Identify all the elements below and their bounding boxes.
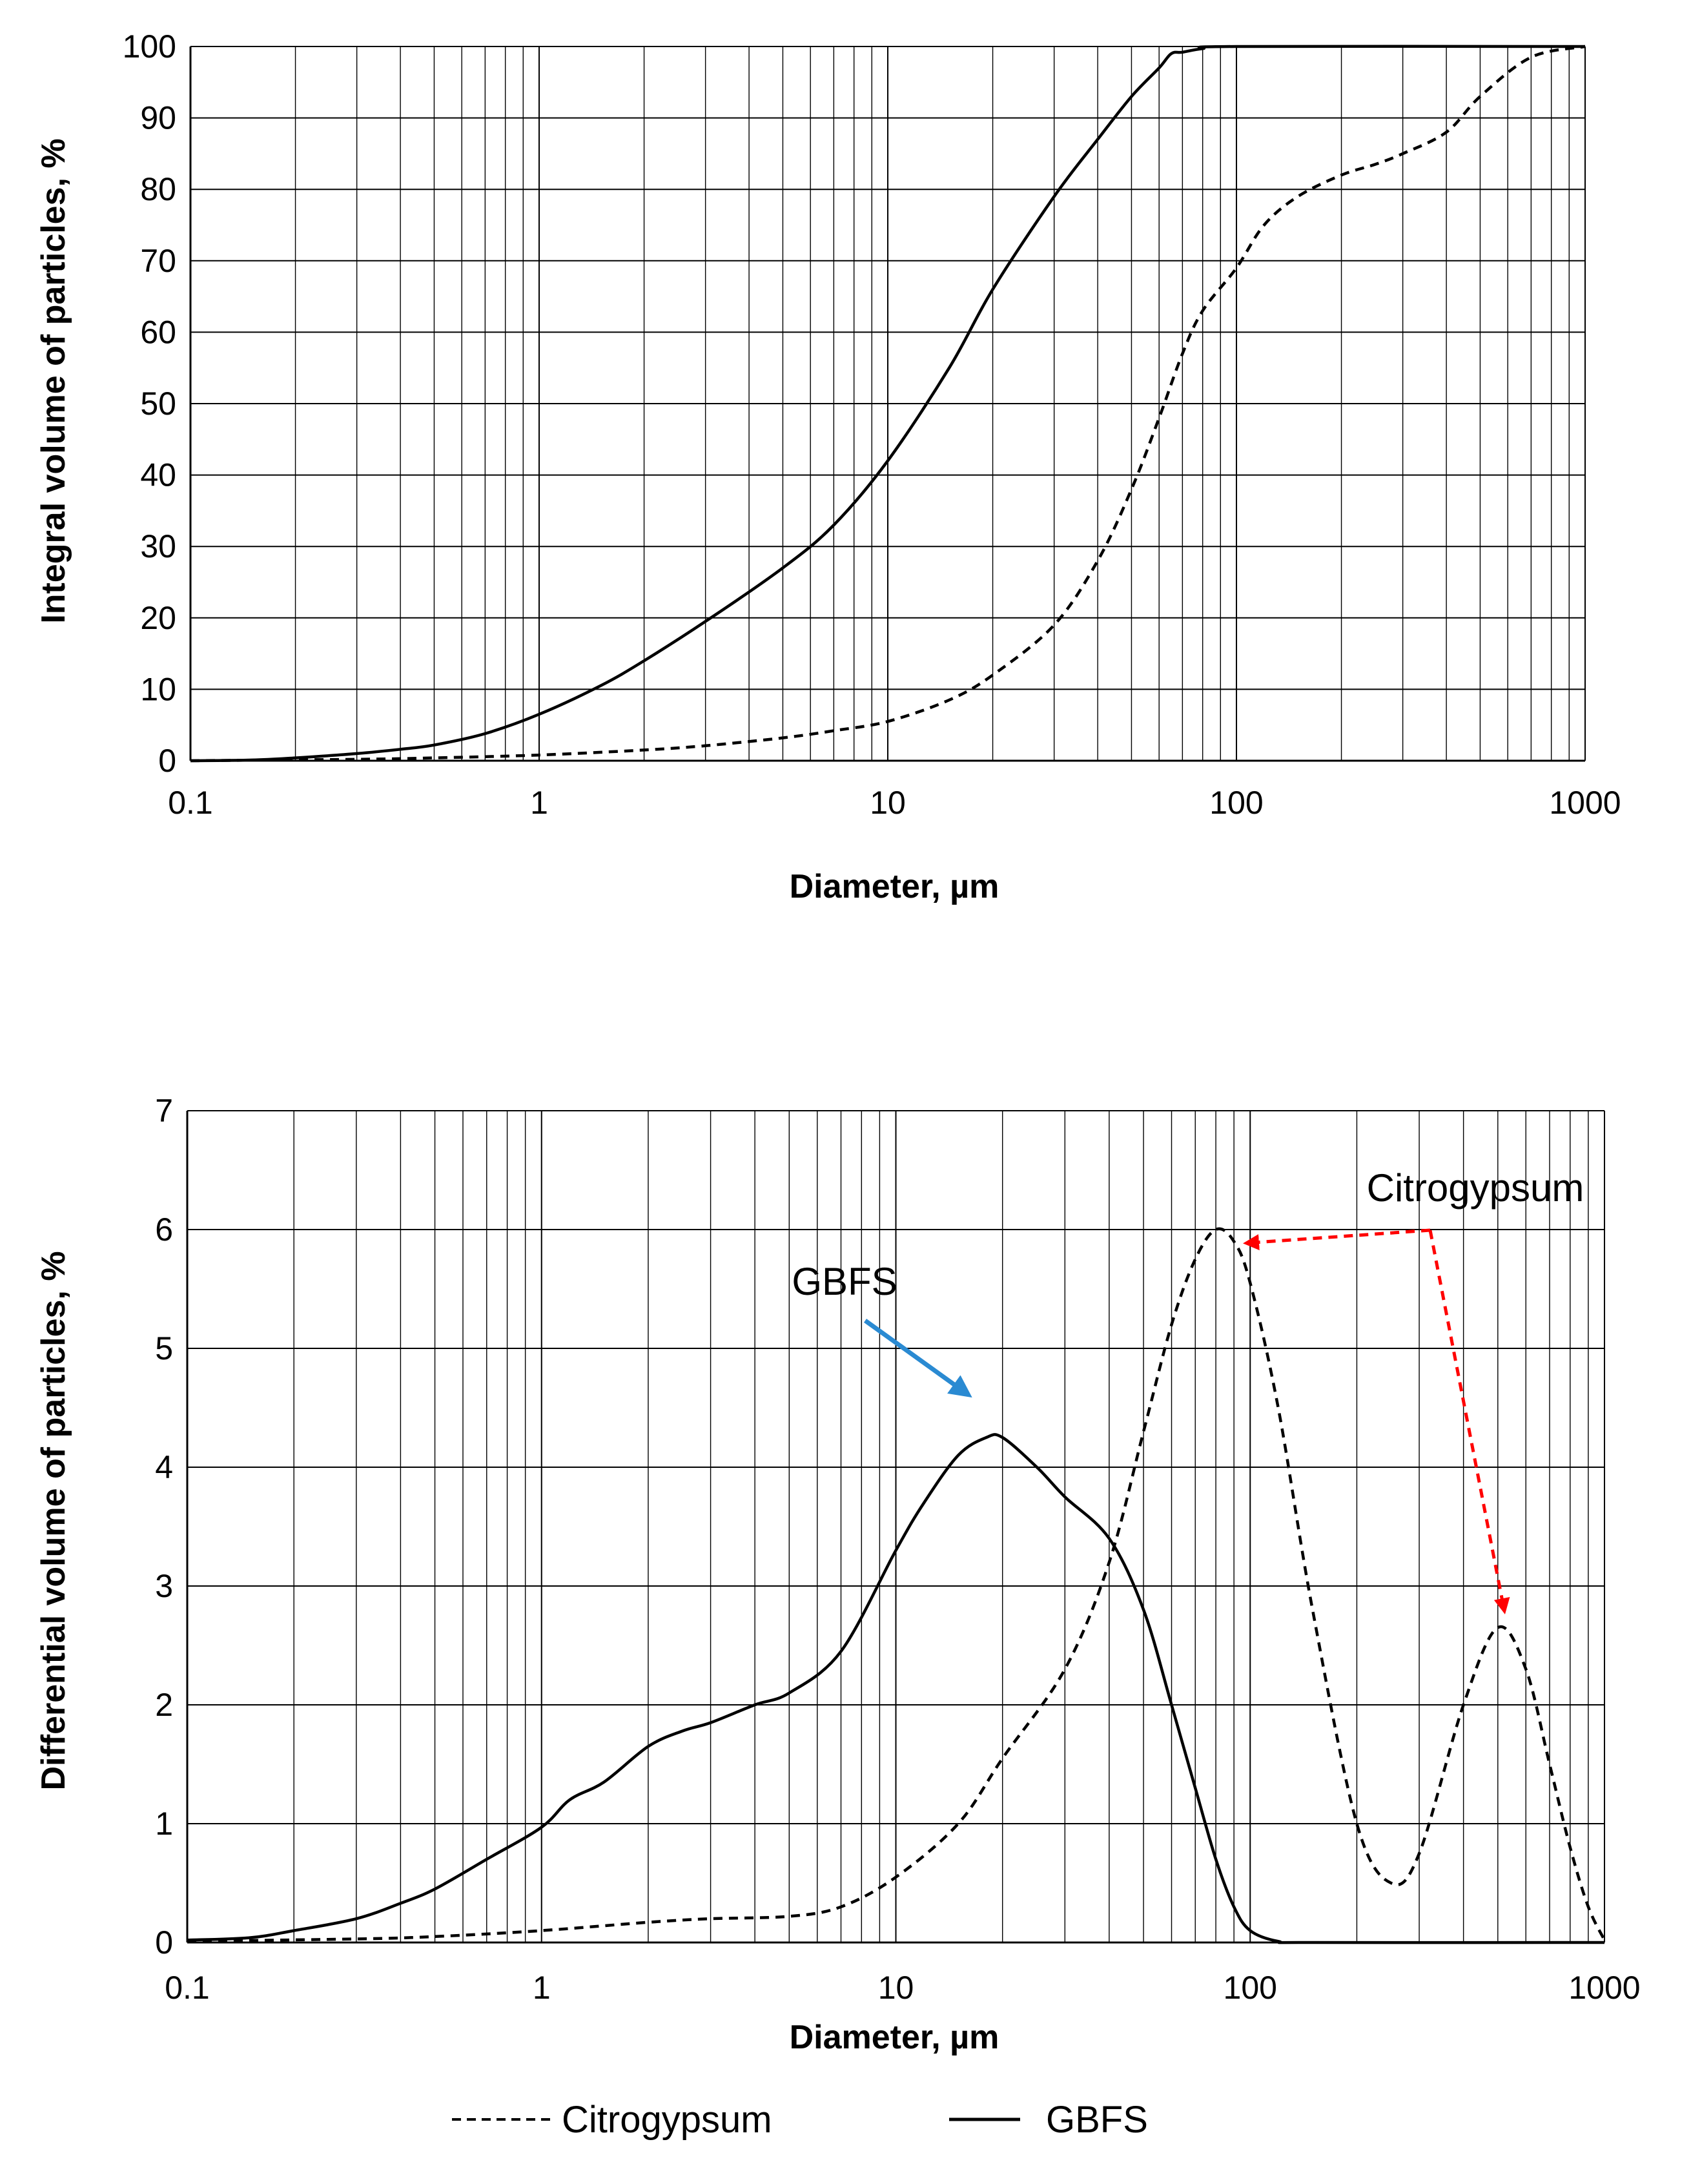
y-tick-label: 60	[140, 314, 176, 350]
legend-citrogypsum-label: Citrogypsum	[562, 2099, 772, 2141]
citrogypsum-annotation-arrow-peak1	[1243, 1228, 1431, 1251]
legend-gbfs-label: GBFS	[1046, 2099, 1148, 2141]
gbfs-annotation-label: GBFS	[792, 1260, 897, 1303]
y-tick-label: 1	[155, 1806, 173, 1842]
x-tick-label: 10	[870, 785, 906, 821]
citrogypsum-annotation-label: Citrogypsum	[1367, 1166, 1584, 1210]
x-tick-label: 1	[533, 1970, 551, 2006]
chart1-y-axis-title: Integral volume of particles, %	[35, 138, 72, 623]
y-tick-label: 30	[140, 528, 176, 564]
y-tick-label: 90	[140, 100, 176, 136]
legend: Citrogypsum GBFS	[452, 2099, 1148, 2141]
chart2-series	[187, 1227, 1606, 1944]
y-tick-label: 0	[158, 743, 176, 779]
y-tick-label: 2	[155, 1687, 173, 1723]
chart1-grid	[189, 46, 1586, 762]
x-tick-label: 0.1	[165, 1970, 210, 2006]
gbfs-annotation-arrow	[863, 1319, 972, 1398]
series-line-gbfs	[187, 1433, 1605, 1944]
y-tick-label: 40	[140, 457, 176, 493]
differential-volume-chart: 0.1 1 10 100 1000 0 1 2 3 4 5 6 7 Diameter, µm Diffe…	[35, 1093, 1641, 2056]
citrogypsum-annotation-arrow-peak2	[1428, 1230, 1510, 1614]
integral-volume-chart: 0.1 1 10 100 1000 0 10 20 30 40 50 60 70 80 90 100 Diam…	[35, 28, 1621, 905]
x-tick-label: 100	[1209, 785, 1263, 821]
y-tick-label: 7	[155, 1093, 173, 1129]
y-tick-label: 0	[155, 1924, 173, 1961]
x-tick-label: 1	[530, 785, 548, 821]
chart2-y-axis-title: Differential volume of particles, %	[35, 1251, 72, 1790]
x-tick-label: 1000	[1549, 785, 1621, 821]
x-tick-label: 0.1	[168, 785, 213, 821]
chart1-ticks: 0.1 1 10 100 1000 0 10 20 30 40 50 60 70 80 90 100	[123, 28, 1621, 821]
y-tick-label: 4	[155, 1449, 173, 1485]
chart2-grid	[186, 1110, 1605, 1944]
x-tick-label: 100	[1224, 1970, 1277, 2006]
x-tick-label: 10	[878, 1970, 914, 2006]
chart2-ticks: 0.1 1 10 100 1000 0 1 2 3 4 5 6 7	[155, 1093, 1640, 2006]
y-tick-label: 70	[140, 243, 176, 279]
series-line-gbfs	[190, 45, 1586, 763]
y-tick-label: 50	[140, 386, 176, 422]
y-tick-label: 10	[140, 671, 176, 707]
chart1-x-axis-title: Diameter, µm	[790, 868, 999, 905]
x-tick-label: 1000	[1568, 1970, 1640, 2006]
y-tick-label: 6	[155, 1211, 173, 1248]
chart2-x-axis-title: Diameter, µm	[790, 2019, 999, 2056]
y-tick-label: 20	[140, 600, 176, 636]
y-tick-label: 80	[140, 171, 176, 207]
y-tick-label: 3	[155, 1568, 173, 1604]
y-tick-label: 100	[123, 28, 176, 65]
y-tick-label: 5	[155, 1330, 173, 1366]
chart1-series	[190, 45, 1586, 763]
series-line-citrogypsum	[187, 1227, 1606, 1943]
